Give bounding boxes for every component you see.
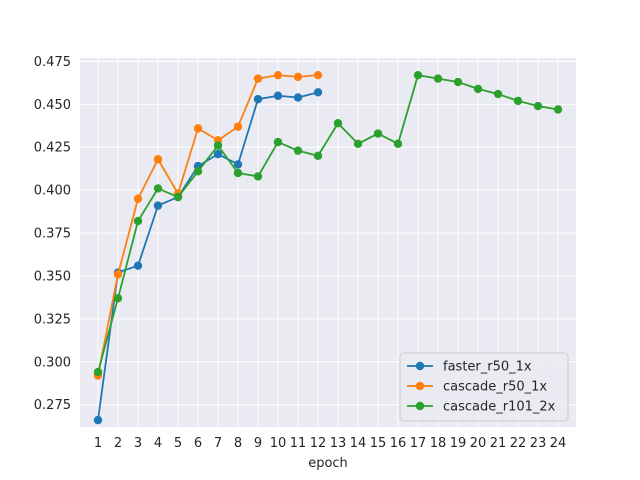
x-tick-label: 12 [310,436,327,451]
data-point-faster_r50_1x [273,91,283,100]
data-point-faster_r50_1x [153,201,163,210]
data-point-faster_r50_1x [313,88,323,97]
data-point-cascade_r101_2x [533,101,543,111]
data-point-cascade_r101_2x [113,294,123,303]
y-tick-label: 0.300 [34,355,71,370]
y-tick-label: 0.475 [34,55,71,70]
x-tick-label: 8 [234,436,242,451]
series-layer [93,70,563,425]
data-point-cascade_r101_2x [393,139,403,149]
data-point-cascade_r50_1x [273,70,283,80]
x-tick-label: 14 [350,436,367,451]
legend-label: faster_r50_1x [443,360,532,375]
y-tick-label: 0.450 [34,98,71,113]
series-cascade_r50_1x [93,70,323,380]
x-tick-label: 11 [290,436,307,451]
x-tick-label: 10 [270,436,287,451]
x-tick-label: 7 [214,436,222,451]
data-point-cascade_r101_2x [93,367,103,377]
data-point-cascade_r50_1x [193,124,203,133]
data-point-cascade_r101_2x [273,137,283,147]
data-point-cascade_r101_2x [553,105,563,114]
data-point-faster_r50_1x [93,415,103,425]
series-cascade_r101_2x [93,70,563,377]
data-point-cascade_r101_2x [233,168,243,178]
y-axis-ticks: 0.275 0.300 0.325 0.350 0.375 0.400 0.425 0.450… [34,55,71,413]
legend-label: cascade_r50_1x [443,380,547,395]
legend-item: cascade_r101_2x [407,400,556,415]
x-axis-title: epoch [308,456,348,471]
x-tick-label: 9 [254,436,262,451]
y-tick-label: 0.400 [34,184,71,199]
data-point-cascade_r50_1x [153,155,163,164]
data-point-cascade_r101_2x [413,70,423,80]
legend-label: cascade_r101_2x [443,400,556,415]
data-point-cascade_r101_2x [253,172,263,181]
data-point-cascade_r101_2x [333,119,343,128]
data-point-cascade_r101_2x [453,77,463,87]
data-point-faster_r50_1x [253,94,263,104]
x-tick-label: 1 [94,436,102,451]
legend: faster_r50_1x cascade_r50_1x cascade_r101_… [399,352,569,422]
y-tick-label: 0.325 [34,312,71,327]
x-tick-label: 6 [194,436,202,451]
x-tick-label: 17 [410,436,427,451]
x-tick-label: 20 [470,436,487,451]
x-tick-label: 15 [370,436,387,451]
data-point-cascade_r101_2x [493,89,503,99]
y-tick-label: 0.350 [34,269,71,284]
x-tick-label: 19 [450,436,467,451]
data-point-cascade_r101_2x [213,141,223,150]
data-point-cascade_r101_2x [293,146,303,155]
data-point-cascade_r50_1x [313,70,323,80]
legend-box [399,352,569,422]
data-point-cascade_r50_1x [113,270,123,279]
x-tick-label: 23 [530,436,547,451]
x-tick-label: 4 [154,436,162,451]
data-point-cascade_r101_2x [133,216,143,226]
data-point-cascade_r101_2x [313,151,323,161]
data-point-cascade_r101_2x [353,139,363,149]
x-tick-label: 2 [114,436,122,451]
legend-marker [415,401,425,411]
x-tick-label: 5 [174,436,182,451]
data-point-cascade_r50_1x [253,74,263,83]
data-point-faster_r50_1x [213,149,223,159]
x-tick-label: 18 [430,436,447,451]
x-tick-label: 22 [510,436,527,451]
x-tick-label: 13 [330,436,347,451]
data-point-cascade_r50_1x [133,194,143,203]
x-tick-label: 21 [490,436,507,451]
data-point-cascade_r101_2x [153,184,163,193]
x-axis-ticks: 1 2 3 4 5 6 7 8 9 10 11 12 13 14 15 16 17 18 19 20 21 22 23 24 [94,436,566,451]
data-point-cascade_r101_2x [373,129,383,138]
x-tick-label: 24 [550,436,567,451]
legend-item: faster_r50_1x [407,360,532,375]
data-point-cascade_r101_2x [433,74,443,83]
y-tick-label: 0.375 [34,227,71,242]
data-point-faster_r50_1x [293,93,303,102]
data-point-cascade_r50_1x [233,122,243,131]
legend-marker [415,361,425,371]
legend-marker [415,381,425,391]
data-point-cascade_r101_2x [173,192,183,202]
x-tick-label: 3 [134,436,142,451]
y-tick-label: 0.425 [34,141,71,156]
data-point-cascade_r101_2x [193,167,203,176]
data-point-cascade_r101_2x [473,84,483,94]
data-point-faster_r50_1x [133,261,143,270]
data-point-faster_r50_1x [233,160,243,169]
legend-item: cascade_r50_1x [407,380,547,395]
data-point-cascade_r101_2x [513,96,523,106]
data-point-cascade_r50_1x [293,72,303,82]
x-tick-label: 16 [390,436,407,451]
y-tick-label: 0.275 [34,398,71,413]
